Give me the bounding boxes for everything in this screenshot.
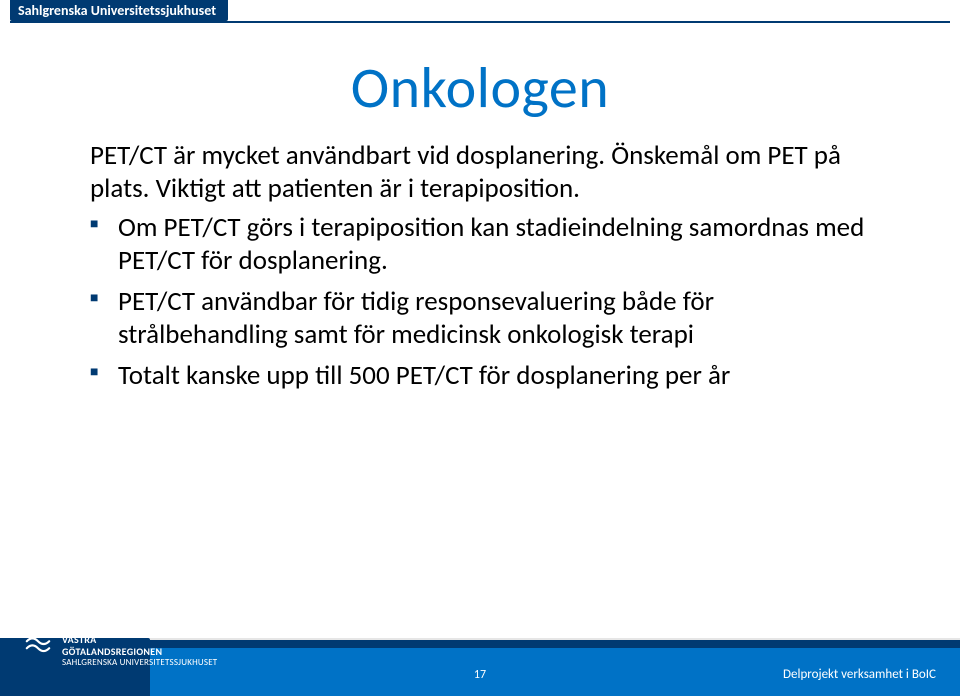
footer: VÄSTRA GÖTALANDSREGIONEN SAHLGRENSKA UNI…: [0, 632, 960, 696]
bullet-list: Om PET/CT görs i terapiposition kan stad…: [90, 212, 880, 393]
logo-line3: SAHLGRENSKA UNIVERSITETSSJUKHUSET: [62, 657, 217, 668]
brand-tab: Sahlgrenska Universitetssjukhuset: [10, 0, 228, 21]
slide: Sahlgrenska Universitetssjukhuset Onkolo…: [0, 0, 960, 696]
brand-underline: [10, 21, 950, 23]
logo-line2: GÖTALANDSREGIONEN: [62, 646, 217, 658]
list-item: PET/CT användbar för tidig responsevalue…: [90, 286, 880, 352]
footer-logo-text: VÄSTRA GÖTALANDSREGIONEN SAHLGRENSKA UNI…: [62, 634, 217, 668]
intro-paragraph: PET/CT är mycket användbart vid dosplane…: [90, 140, 880, 206]
footer-logo-group: VÄSTRA GÖTALANDSREGIONEN SAHLGRENSKA UNI…: [24, 634, 217, 668]
list-item: Totalt kanske upp till 500 PET/CT för do…: [90, 360, 880, 393]
footer-project-label: Delprojekt verksamhet i BoIC: [783, 667, 936, 682]
logo-line1: VÄSTRA: [62, 634, 217, 646]
top-brand: Sahlgrenska Universitetssjukhuset: [10, 0, 950, 23]
slide-content: PET/CT är mycket användbart vid dosplane…: [90, 140, 880, 401]
list-item: Om PET/CT görs i terapiposition kan stad…: [90, 212, 880, 278]
vgr-logo-icon: [24, 634, 52, 654]
slide-title: Onkologen: [0, 52, 960, 123]
